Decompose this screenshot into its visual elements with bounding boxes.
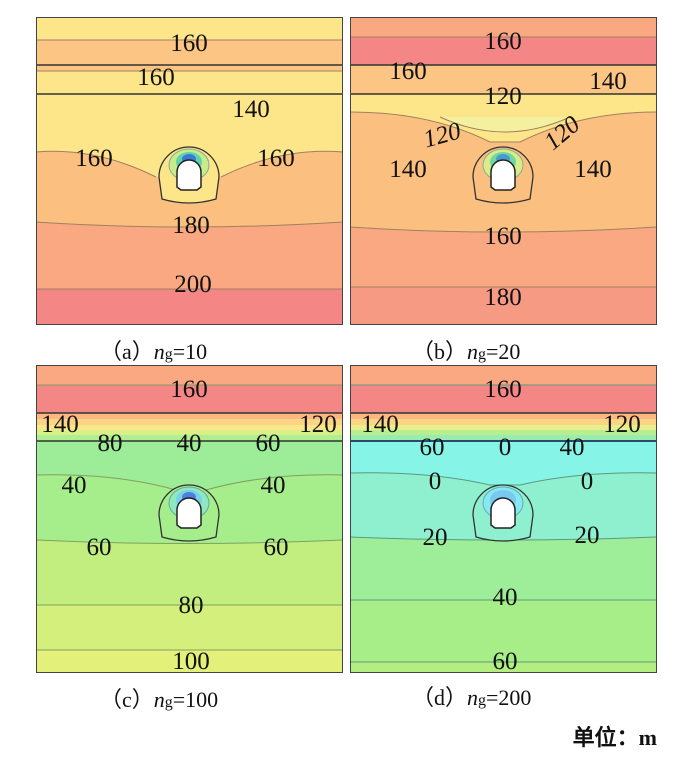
contour-panel-c: 160 140 80 40 120 60 40 40 60 60 80 100	[36, 365, 343, 673]
tunnel	[158, 484, 220, 542]
contour-label: 180	[484, 284, 522, 311]
contour-label: 0	[581, 468, 594, 495]
contour-label: 140	[574, 156, 612, 183]
caption-subscript: g	[478, 692, 487, 709]
tunnel	[158, 146, 220, 204]
caption-subscript: g	[164, 694, 173, 711]
contour-label: 140	[361, 411, 399, 438]
contour-label: 160	[484, 223, 522, 250]
contour-label: 160	[484, 28, 522, 55]
contour-label: 60	[420, 434, 445, 461]
caption-value: =10	[172, 339, 208, 364]
contour-label: 160	[75, 145, 113, 172]
contour-label: 180	[172, 212, 210, 239]
contour-label: 40	[261, 472, 286, 499]
caption-label: （d）	[412, 685, 468, 710]
contour-label: 40	[493, 584, 518, 611]
contour-label: 20	[575, 522, 600, 549]
contour-label: 160	[484, 376, 522, 403]
contour-label: 160	[257, 145, 295, 172]
contour-label: 0	[499, 434, 512, 461]
contour-label: 140	[232, 96, 270, 123]
contour-plot-a: 160 160 140 160 160 180 200	[36, 17, 343, 325]
contour-label: 200	[174, 271, 212, 298]
contour-label: 160	[137, 64, 175, 91]
caption-value: =100	[172, 687, 219, 712]
contour-panel-d: 160 140 60 0 120 40 0 0 20 20 40 60	[350, 365, 657, 673]
caption-label: （a）	[100, 339, 154, 364]
contour-label: 60	[87, 534, 112, 561]
contour-label: 0	[429, 468, 442, 495]
caption-d: （d）ng=200	[412, 680, 531, 712]
caption-b: （b）ng=20	[412, 334, 520, 366]
caption-a: （a）ng=10	[100, 334, 207, 366]
caption-variable: n	[153, 687, 165, 712]
caption-subscript: g	[478, 346, 487, 363]
tunnel	[472, 484, 534, 542]
contour-label: 80	[179, 592, 204, 619]
caption-value: =20	[486, 339, 521, 364]
contour-label: 160	[170, 376, 208, 403]
contour-plot-b: 160 160 140 120 120 120 140 140 160 180	[350, 17, 657, 325]
contour-label: 40	[560, 434, 585, 461]
caption-c: （c）ng=100	[100, 682, 218, 714]
contour-label: 60	[264, 534, 289, 561]
contour-panel-b: 160 160 140 120 120 120 140 140 160 180	[350, 17, 657, 325]
contour-label: 60	[493, 648, 518, 673]
unit-label: 单位：m	[572, 725, 657, 750]
contour-label: 120	[299, 411, 337, 438]
contour-label: 140	[41, 411, 79, 438]
tunnel	[472, 146, 534, 204]
contour-label: 120	[603, 411, 641, 438]
caption-variable: n	[153, 339, 165, 364]
contour-label: 120	[484, 83, 522, 110]
contour-plot-c: 160 140 80 40 120 60 40 40 60 60 80 100	[36, 365, 343, 673]
contour-label: 140	[389, 156, 427, 183]
contour-label: 160	[389, 58, 427, 85]
caption-subscript: g	[164, 346, 173, 363]
contour-label: 60	[256, 430, 281, 457]
contour-label: 40	[177, 430, 202, 457]
contour-label: 100	[172, 648, 210, 673]
caption-variable: n	[467, 339, 479, 364]
contour-label: 80	[98, 430, 123, 457]
caption-label: （b）	[412, 339, 468, 364]
contour-plot-d: 160 140 60 0 120 40 0 0 20 20 40 60	[350, 365, 657, 673]
contour-panel-a: 160 160 140 160 160 180 200	[36, 17, 343, 325]
contour-label: 40	[62, 472, 87, 499]
caption-label: （c）	[100, 687, 154, 712]
contour-label: 140	[589, 68, 627, 95]
contour-label: 160	[170, 30, 208, 57]
contour-label: 20	[423, 524, 448, 551]
caption-value: =200	[486, 685, 532, 710]
caption-variable: n	[467, 685, 479, 710]
